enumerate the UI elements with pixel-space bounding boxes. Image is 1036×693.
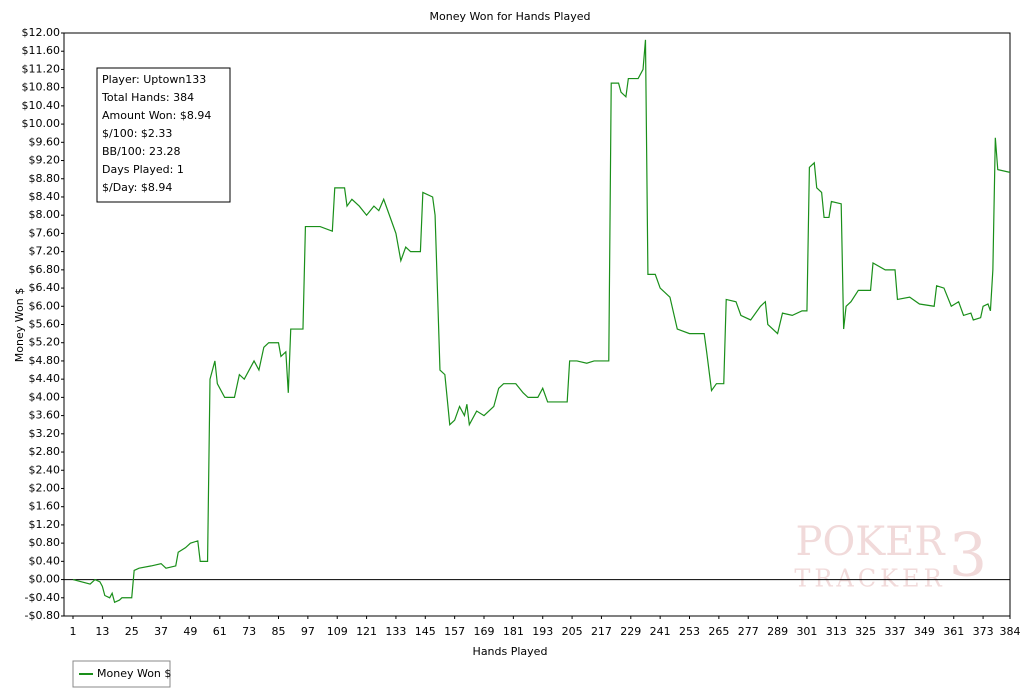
y-tick-label: $0.40 (29, 554, 61, 567)
info-line: $/100: $2.33 (102, 127, 172, 140)
x-tick-label: 181 (503, 625, 524, 638)
y-tick-label: $1.60 (29, 500, 61, 513)
y-tick-label: $6.40 (29, 281, 61, 294)
x-tick-label: 145 (415, 625, 436, 638)
y-tick-label: $6.00 (29, 299, 61, 312)
x-tick-label: 325 (855, 625, 876, 638)
y-tick-label: $11.20 (22, 62, 61, 75)
x-tick-label: 277 (738, 625, 759, 638)
y-tick-label: $7.20 (29, 245, 61, 258)
x-tick-label: 217 (591, 625, 612, 638)
y-tick-label: $12.00 (22, 26, 61, 39)
x-tick-label: 49 (183, 625, 197, 638)
y-tick-label: $8.80 (29, 172, 61, 185)
x-tick-label: 133 (385, 625, 406, 638)
info-line: Days Played: 1 (102, 163, 184, 176)
y-tick-label: $2.00 (29, 481, 61, 494)
y-tick-label: $4.80 (29, 354, 61, 367)
y-axis-label: Money Won $ (13, 288, 26, 362)
y-tick-label: $0.80 (29, 536, 61, 549)
y-tick-label: $10.80 (22, 81, 61, 94)
info-line: $/Day: $8.94 (102, 181, 172, 194)
x-tick-label: 265 (708, 625, 729, 638)
x-tick-label: 61 (213, 625, 227, 638)
watermark-text: TRACKER (794, 565, 945, 593)
x-tick-label: 121 (356, 625, 377, 638)
x-tick-label: 373 (973, 625, 994, 638)
y-tick-label: $7.60 (29, 226, 61, 239)
x-tick-label: 85 (272, 625, 286, 638)
y-tick-label: $8.00 (29, 208, 61, 221)
y-tick-label: $9.60 (29, 135, 61, 148)
x-axis-label: Hands Played (473, 645, 548, 658)
x-tick-label: 205 (562, 625, 583, 638)
x-tick-label: 97 (301, 625, 315, 638)
legend: Money Won $ (72, 660, 171, 688)
x-tick-label: 169 (474, 625, 495, 638)
watermark-text: POKER (796, 519, 947, 565)
y-tick-label: $4.40 (29, 372, 61, 385)
y-tick-label: $5.20 (29, 336, 61, 349)
x-tick-label: 229 (620, 625, 641, 638)
x-tick-label: 361 (943, 625, 964, 638)
y-tick-label: $2.40 (29, 463, 61, 476)
y-tick-label: $10.40 (22, 99, 61, 112)
x-tick-label: 37 (154, 625, 168, 638)
x-tick-label: 1 (70, 625, 77, 638)
x-tick-label: 25 (125, 625, 139, 638)
x-tick-label: 337 (885, 625, 906, 638)
y-tick-label: $8.40 (29, 190, 61, 203)
x-tick-label: 193 (532, 625, 553, 638)
y-tick-label: $3.20 (29, 427, 61, 440)
x-tick-label: 241 (650, 625, 671, 638)
y-tick-label: $6.80 (29, 263, 61, 276)
info-line: Amount Won: $8.94 (102, 109, 211, 122)
info-box-frame (96, 67, 231, 203)
watermark-text: 3 (949, 521, 987, 591)
y-tick-label: $3.60 (29, 409, 61, 422)
x-tick-label: 253 (679, 625, 700, 638)
y-tick-label: $1.20 (29, 518, 61, 531)
x-tick-label: 109 (327, 625, 348, 638)
x-tick-label: 301 (796, 625, 817, 638)
y-tick-label: $4.00 (29, 390, 61, 403)
chart-title: Money Won for Hands Played (430, 10, 591, 23)
x-tick-label: 157 (444, 625, 465, 638)
info-box: Player: Uptown133 Total Hands: 384 Amount … (96, 67, 231, 203)
data-line (72, 39, 1011, 604)
y-tick-label: $11.60 (22, 44, 61, 57)
info-line: Total Hands: 384 (101, 91, 194, 104)
info-line: Player: Uptown133 (102, 73, 206, 86)
y-tick-label: -$0.40 (25, 591, 60, 604)
x-tick-label: 289 (767, 625, 788, 638)
plot-area: -$0.80 -$0.40 $0.00 $0.40 $0.80 $1.20 $1.60 $2.… (22, 26, 1021, 638)
info-line: BB/100: 23.28 (102, 145, 181, 158)
y-tick-label: -$0.80 (25, 609, 60, 622)
y-tick-label: $2.80 (29, 445, 61, 458)
watermark: POKER TRACKER 3 (794, 519, 987, 593)
y-tick-label: $9.20 (29, 154, 61, 167)
x-tick-label: 13 (95, 625, 109, 638)
x-tick-label: 384 (1000, 625, 1021, 638)
y-tick-label: $10.00 (22, 117, 61, 130)
x-tick-label: 73 (242, 625, 256, 638)
x-tick-label: 313 (826, 625, 847, 638)
x-tick-label: 349 (914, 625, 935, 638)
y-tick-label: $0.00 (29, 573, 61, 586)
legend-label: Money Won $ (97, 667, 171, 680)
y-tick-label: $5.60 (29, 318, 61, 331)
